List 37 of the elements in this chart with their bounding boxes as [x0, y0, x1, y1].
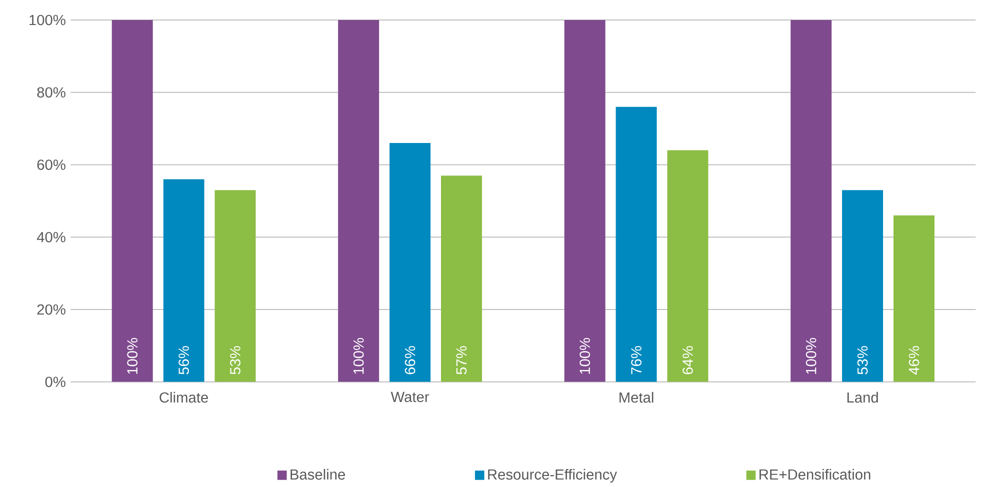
legend-label: RE+Densification	[760, 469, 870, 480]
bar	[842, 190, 884, 382]
x-tick-label: Metal	[620, 392, 654, 403]
data-label: 100%	[806, 338, 816, 374]
data-label: 64%	[682, 346, 693, 374]
data-label: 100%	[353, 338, 364, 374]
bar	[564, 20, 606, 382]
x-tick-label: Climate	[160, 392, 208, 403]
data-label: 76%	[631, 346, 642, 374]
data-label: 100%	[580, 338, 590, 374]
data-label: 100%	[127, 338, 138, 374]
y-tick-label: 20%	[37, 304, 66, 315]
y-tick-label: 80%	[37, 87, 66, 98]
data-label: 46%	[908, 346, 920, 375]
bar	[616, 107, 657, 382]
data-label: 56%	[178, 346, 189, 375]
y-tick-label: 0%	[45, 376, 66, 388]
legend-label: Resource-Efficiency	[488, 469, 617, 483]
bar	[163, 179, 204, 382]
y-tick-label: 60%	[37, 160, 66, 170]
bar	[894, 216, 934, 382]
data-label: 66%	[404, 346, 416, 374]
legend-label: Baseline	[290, 469, 345, 480]
x-tick-label: Water	[390, 392, 430, 402]
bar	[790, 20, 832, 382]
y-tick-label: 100%	[30, 15, 66, 26]
y-tick-label: 40%	[36, 232, 66, 243]
data-label: 57%	[456, 346, 467, 375]
bar	[440, 176, 482, 382]
x-tick-label: Land	[847, 392, 878, 403]
bar	[112, 20, 153, 382]
bar	[214, 190, 256, 382]
bar	[338, 20, 380, 382]
data-label: 53%	[857, 346, 868, 375]
bar	[667, 150, 708, 382]
data-label: 53%	[230, 346, 240, 375]
bar	[390, 143, 431, 382]
